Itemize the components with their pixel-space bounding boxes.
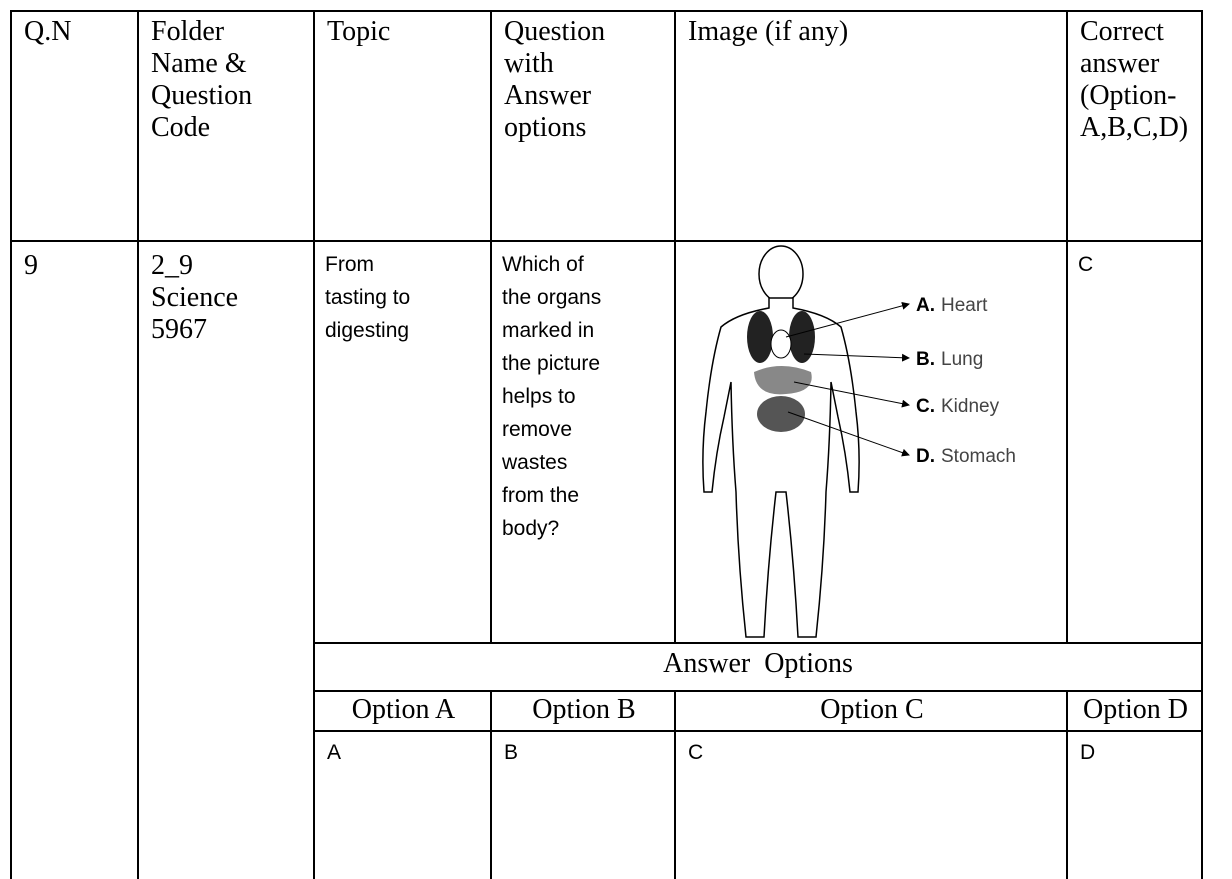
figure-label: C. Kidney [916,396,1000,417]
figure-label: B. Lung [916,349,983,370]
option-header: Option C [820,694,924,725]
body-figure: A. Heart B. Lung C. Kidney D. Stomach [702,245,1016,638]
label-letter: A. [916,295,935,316]
label-name: Heart [941,295,988,316]
text-line: the organs [502,286,602,309]
option-header: Option D [1083,694,1188,725]
border [137,10,139,879]
text-line: wastes [502,451,568,474]
correct: C [1078,253,1094,276]
text-line: A,B,C,D) [1080,112,1189,143]
label-letter: C. [916,396,935,417]
option-value: C [688,741,704,764]
header-cell: Folder Name & Question Code [151,16,313,144]
border [490,690,492,879]
border [1066,690,1068,879]
text-line: from the [502,484,580,507]
text-line: 5967 [151,314,207,345]
border [313,10,315,879]
text-line: Folder [151,16,225,47]
answer-options-title: Answer Options [663,648,853,679]
text-line: Name & [151,48,247,79]
figure-label: A. Heart [916,295,988,316]
option-value: A [327,741,342,764]
text-line: with [504,48,554,79]
option-header: Option B [532,694,636,725]
border [313,642,1203,644]
text-line: Q.N [24,16,72,47]
text-line: From [325,253,374,276]
label-name: Lung [941,349,983,370]
option-header: Option A [351,694,456,725]
header-cell: Q.N [24,16,137,48]
border [10,10,1203,12]
border [313,690,1203,692]
border [674,690,676,879]
text-line: 2_9 [151,250,193,281]
header-cell: Question with Answer options [504,16,674,144]
text-line: digesting [325,319,410,342]
text-line: the picture [502,352,601,375]
text-line: Which of [502,253,584,276]
border [1201,10,1203,879]
text-line: Answer [504,80,592,111]
option-value: B [504,741,519,764]
border [313,730,1203,732]
text-line: (Option- [1080,80,1177,111]
text-line: helps to [502,385,576,408]
label-name: Kidney [941,396,1000,417]
header-cell: Correct answer (Option- A,B,C,D) [1080,16,1201,144]
topic: From tasting to digesting [325,248,485,347]
border [10,240,1203,242]
text-line: Question [504,16,606,47]
option-value: D [1080,741,1096,764]
header-cell: Topic [327,16,490,48]
border [1066,10,1068,642]
text-line: Correct [1080,16,1164,47]
text-line: options [504,112,587,143]
text-line: Question [151,80,253,111]
figure-label: D. Stomach [916,446,1016,467]
border [490,10,492,642]
label-name: Stomach [941,446,1016,467]
text-line: Topic [327,16,391,47]
text-line: body? [502,517,560,540]
text-line: marked in [502,319,595,342]
text-line: Code [151,112,211,143]
text-line: tasting to [325,286,411,309]
label-letter: B. [916,349,935,370]
text-line: answer [1080,48,1160,79]
qn: 9 [24,250,38,281]
text-line: Image (if any) [688,16,849,47]
label-letter: D. [916,446,935,467]
text-line: Science [151,282,239,313]
question: Which of the organs marked in the picture he… [502,248,672,545]
border [10,10,12,879]
text-line: remove [502,418,573,441]
border [674,10,676,642]
folder: 2_9 Science 5967 [151,250,311,346]
header-cell: Image (if any) [688,16,1066,48]
